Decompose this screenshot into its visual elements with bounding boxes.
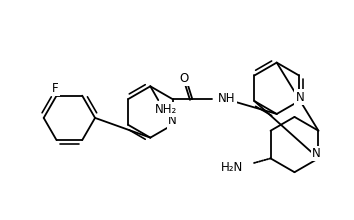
- Text: O: O: [180, 72, 189, 85]
- Text: N: N: [312, 147, 321, 160]
- Text: N: N: [168, 114, 177, 127]
- Text: N: N: [296, 91, 304, 104]
- Text: NH: NH: [218, 92, 235, 105]
- Text: F: F: [52, 82, 59, 95]
- Text: NH₂: NH₂: [155, 103, 177, 116]
- Text: H₂N: H₂N: [221, 161, 243, 174]
